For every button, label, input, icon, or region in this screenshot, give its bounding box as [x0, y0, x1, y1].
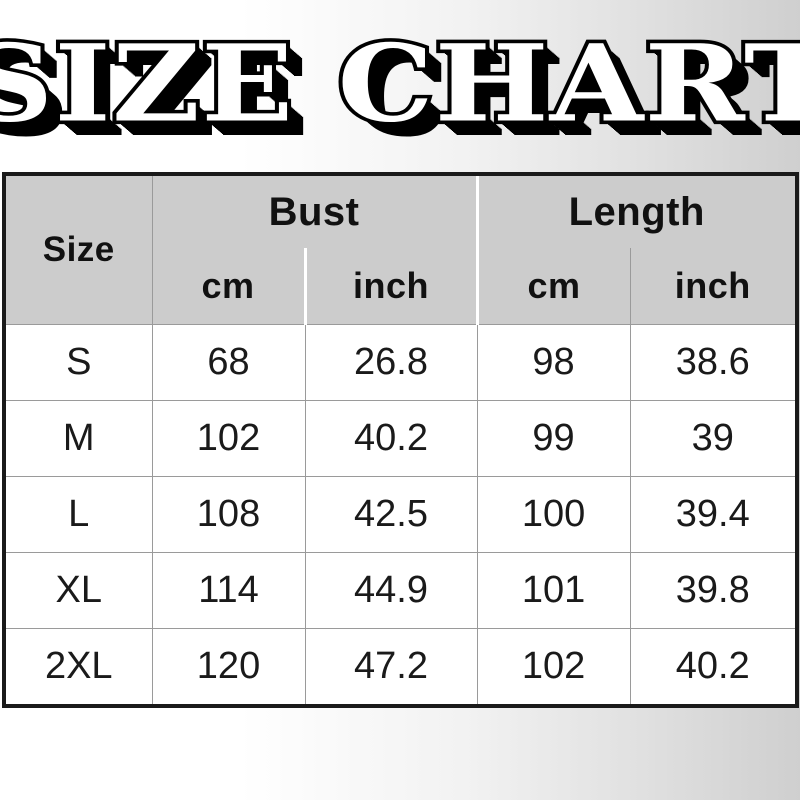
column-group-header-bust: Bust	[151, 173, 479, 248]
cell-length-inch: 38.6	[629, 324, 798, 401]
cell-length-cm: 98	[476, 324, 631, 401]
cell-length-cm: 102	[476, 628, 631, 707]
table-row: S 68 26.8 98 38.6	[3, 324, 798, 401]
cell-bust-cm: 120	[151, 628, 306, 707]
header-row-units: cm inch cm inch	[4, 248, 798, 325]
cell-bust-cm: 114	[151, 552, 306, 629]
cell-length-inch: 39	[629, 400, 798, 477]
cell-bust-inch: 44.9	[304, 552, 478, 629]
cell-size: M	[3, 400, 153, 477]
table-row: 2XL 120 47.2 102 40.2	[3, 628, 798, 707]
header-row-groups: Size Bust Length	[3, 173, 798, 325]
cell-size: S	[3, 324, 153, 401]
table-header: Size Bust Length cm inch cm inch	[3, 173, 798, 325]
cell-bust-inch: 42.5	[304, 476, 478, 553]
page-title: SIZE CHART	[0, 20, 800, 147]
table-row: XL 114 44.9 101 39.8	[3, 552, 798, 629]
cell-size: L	[3, 476, 153, 553]
cell-length-inch: 40.2	[629, 628, 798, 707]
cell-size: XL	[3, 552, 153, 629]
table-row: M 102 40.2 99 39	[3, 400, 798, 477]
cell-length-cm: 99	[476, 400, 631, 477]
column-header-length-inch: inch	[629, 248, 798, 325]
cell-bust-inch: 40.2	[304, 400, 478, 477]
cell-length-cm: 100	[476, 476, 631, 553]
column-header-length-cm: cm	[475, 248, 631, 325]
table-row: L 108 42.5 100 39.4	[3, 476, 798, 553]
column-group-header-length: Length	[475, 173, 798, 248]
cell-size: 2XL	[3, 628, 153, 707]
column-header-bust-cm: cm	[151, 248, 307, 325]
table-body: S 68 26.8 98 38.6 M 102 40.2 99 39 L 108…	[3, 324, 798, 707]
size-chart-table: Size Bust Length cm inch cm inch S 68 26…	[2, 172, 800, 708]
column-header-size: Size	[3, 173, 153, 325]
cell-bust-cm: 68	[151, 324, 306, 401]
column-header-bust-inch: inch	[304, 248, 478, 325]
cell-bust-inch: 26.8	[304, 324, 478, 401]
cell-bust-inch: 47.2	[304, 628, 478, 707]
cell-length-inch: 39.8	[629, 552, 798, 629]
cell-length-inch: 39.4	[629, 476, 798, 553]
cell-length-cm: 101	[476, 552, 631, 629]
cell-bust-cm: 102	[151, 400, 306, 477]
title-container: SIZE CHART	[0, 0, 800, 168]
cell-bust-cm: 108	[151, 476, 306, 553]
